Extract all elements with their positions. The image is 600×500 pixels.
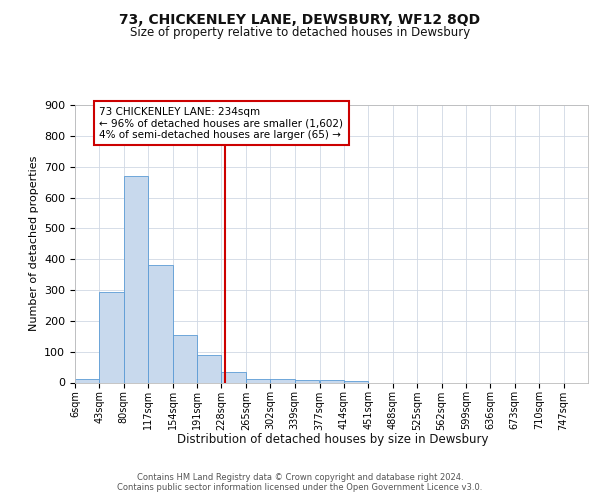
Text: Size of property relative to detached houses in Dewsbury: Size of property relative to detached ho… xyxy=(130,26,470,39)
Text: Distribution of detached houses by size in Dewsbury: Distribution of detached houses by size … xyxy=(177,432,489,446)
Text: 73, CHICKENLEY LANE, DEWSBURY, WF12 8QD: 73, CHICKENLEY LANE, DEWSBURY, WF12 8QD xyxy=(119,12,481,26)
Text: Contains HM Land Registry data © Crown copyright and database right 2024.
Contai: Contains HM Land Registry data © Crown c… xyxy=(118,472,482,492)
Bar xyxy=(344,381,368,382)
Bar xyxy=(270,379,295,382)
Bar xyxy=(75,380,100,382)
Bar xyxy=(320,380,344,382)
Bar xyxy=(148,266,173,382)
Bar xyxy=(100,292,124,382)
Bar xyxy=(197,355,221,382)
Bar xyxy=(124,176,148,382)
Bar xyxy=(295,380,319,382)
Bar xyxy=(173,334,197,382)
Bar xyxy=(246,379,270,382)
Bar xyxy=(221,372,246,382)
Text: 73 CHICKENLEY LANE: 234sqm
← 96% of detached houses are smaller (1,602)
4% of se: 73 CHICKENLEY LANE: 234sqm ← 96% of deta… xyxy=(100,106,343,140)
Y-axis label: Number of detached properties: Number of detached properties xyxy=(29,156,38,332)
